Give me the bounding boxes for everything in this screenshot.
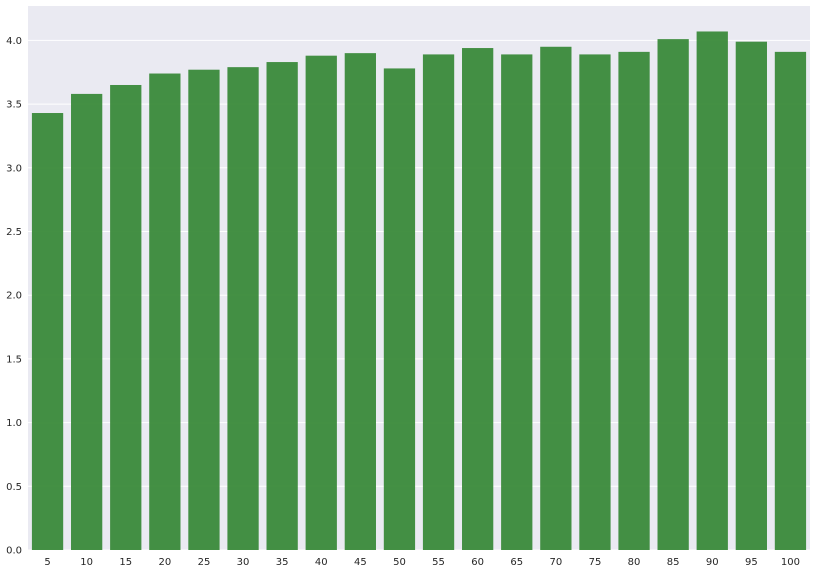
x-tick-label: 45 bbox=[354, 557, 367, 568]
y-tick-label: 0.0 bbox=[6, 546, 22, 557]
bar-45 bbox=[344, 53, 376, 550]
x-tick-label: 20 bbox=[158, 557, 171, 568]
y-tick-label: 2.0 bbox=[6, 291, 22, 302]
x-tick-label: 75 bbox=[589, 557, 602, 568]
y-tick-label: 3.5 bbox=[6, 100, 22, 111]
bar-65 bbox=[501, 54, 533, 551]
y-tick-label: 4.0 bbox=[6, 36, 22, 47]
x-tick-label: 10 bbox=[80, 557, 93, 568]
y-tick-label: 2.5 bbox=[6, 227, 22, 238]
bar-85 bbox=[657, 39, 689, 551]
x-tick-label: 60 bbox=[471, 557, 484, 568]
bar-80 bbox=[618, 51, 650, 551]
y-tick-label: 3.0 bbox=[6, 163, 22, 174]
bar-30 bbox=[227, 67, 259, 550]
y-axis-ticks: 0.0 0.5 1.0 1.5 2.0 2.5 3.0 3.5 4.0 bbox=[6, 36, 22, 557]
bar-25 bbox=[188, 69, 220, 551]
x-tick-label: 15 bbox=[119, 557, 132, 568]
x-tick-label: 85 bbox=[667, 557, 680, 568]
bar-100 bbox=[774, 51, 807, 551]
y-tick-label: 0.5 bbox=[6, 482, 22, 493]
bar-70 bbox=[540, 46, 572, 550]
x-axis-ticks: 5 10 15 20 25 30 35 40 45 50 55 60 65 70 75 80 85 90 95 100 bbox=[44, 557, 800, 568]
x-tick-label: 80 bbox=[628, 557, 641, 568]
y-tick-label: 1.0 bbox=[6, 418, 22, 429]
x-tick-label: 25 bbox=[198, 557, 211, 568]
bar-40 bbox=[305, 55, 337, 550]
bar-50 bbox=[383, 68, 416, 550]
x-tick-label: 90 bbox=[706, 557, 719, 568]
bar-60 bbox=[462, 48, 494, 551]
x-tick-label: 95 bbox=[745, 557, 758, 568]
bar-10 bbox=[71, 93, 103, 551]
bar-35 bbox=[266, 62, 298, 550]
x-tick-label: 5 bbox=[44, 557, 50, 568]
bar-5 bbox=[31, 113, 64, 551]
x-tick-label: 70 bbox=[549, 557, 562, 568]
x-tick-label: 65 bbox=[510, 557, 523, 568]
y-tick-label: 1.5 bbox=[6, 354, 22, 365]
x-tick-label: 50 bbox=[393, 557, 406, 568]
x-tick-label: 30 bbox=[237, 557, 250, 568]
bar-75 bbox=[579, 54, 611, 551]
bars bbox=[31, 31, 807, 551]
bar-55 bbox=[422, 54, 455, 551]
bar-90 bbox=[696, 31, 728, 550]
bar-95 bbox=[735, 41, 767, 551]
x-tick-label: 40 bbox=[315, 557, 328, 568]
x-tick-label: 35 bbox=[276, 557, 289, 568]
plot-area bbox=[28, 6, 810, 550]
bar-20 bbox=[149, 73, 181, 550]
bar-15 bbox=[110, 84, 142, 551]
x-tick-label: 100 bbox=[781, 557, 800, 568]
x-tick-label: 55 bbox=[432, 557, 445, 568]
